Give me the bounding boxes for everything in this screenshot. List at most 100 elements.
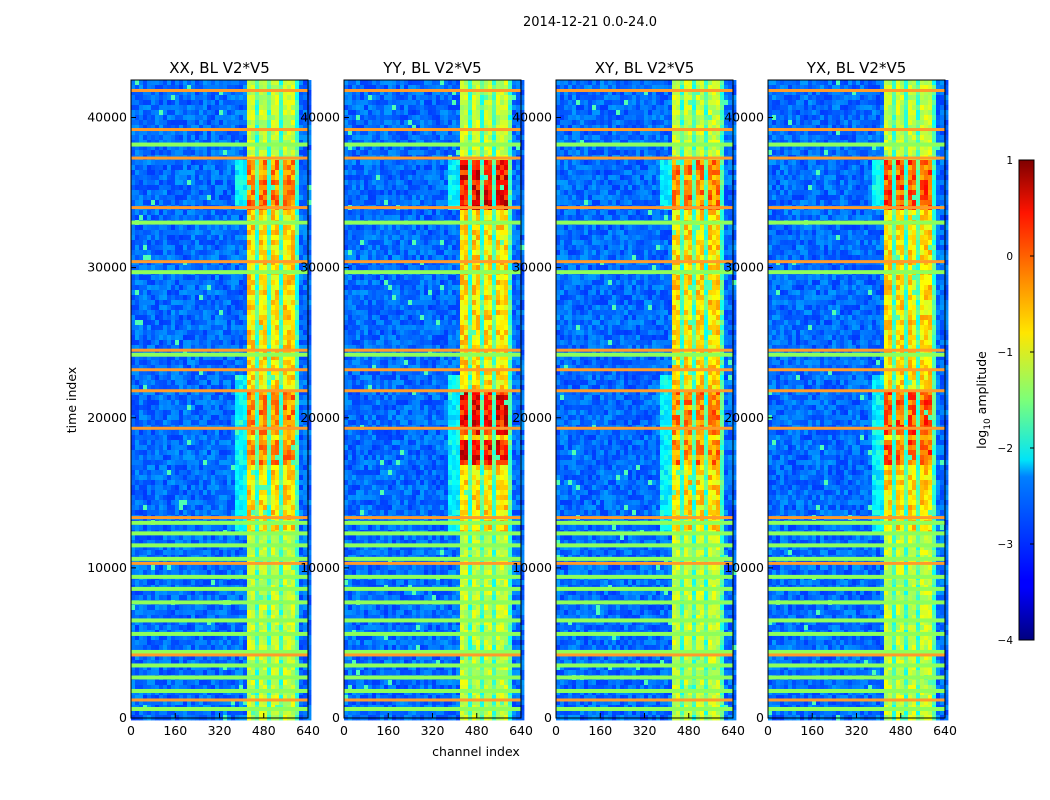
heatmap-cell [251, 195, 256, 201]
heatmap-cell [283, 330, 288, 336]
heatmap-cell [167, 95, 172, 101]
heatmap-cell [199, 115, 204, 121]
heatmap-cell [235, 315, 240, 321]
heatmap-cell [255, 610, 260, 616]
heatmap-cell [195, 535, 200, 541]
heatmap-cell [223, 335, 228, 341]
heatmap-cell [167, 80, 172, 86]
heatmap-cell [243, 420, 248, 426]
heatmap-cell [179, 230, 184, 236]
heatmap-cell [231, 225, 236, 231]
heatmap-cell [163, 415, 168, 421]
heatmap-cell [223, 165, 228, 171]
heatmap-cell [211, 400, 216, 406]
heatmap-cell [151, 200, 156, 206]
heatmap-cell [307, 90, 312, 96]
heatmap-cell [211, 80, 216, 86]
heatmap-cell [139, 95, 144, 101]
heatmap-cell [247, 440, 252, 446]
heatmap-cell [215, 290, 220, 296]
heatmap-cell [287, 195, 292, 201]
heatmap-cell [227, 340, 232, 346]
heatmap-cell [227, 495, 232, 501]
heatmap-cell [223, 495, 228, 501]
heatmap-cell [275, 250, 280, 256]
heatmap-cell [143, 85, 148, 91]
heatmap-cell [231, 315, 236, 321]
heatmap-cell [195, 610, 200, 616]
heatmap-cell [263, 230, 268, 236]
heatmap-cell [183, 115, 188, 121]
heatmap-cell [239, 295, 244, 301]
heatmap-cell [147, 265, 152, 271]
heatmap-cell [203, 445, 208, 451]
heatmap-cell [207, 340, 212, 346]
heatmap-cell [195, 85, 200, 91]
heatmap-cell [247, 115, 252, 121]
heatmap-cell [291, 330, 296, 336]
heatmap-cell [235, 310, 240, 316]
heatmap-cell [207, 250, 212, 256]
heatmap-cell [151, 605, 156, 611]
heatmap-cell [163, 235, 168, 241]
heatmap-cell [203, 165, 208, 171]
heatmap-cell [187, 95, 192, 101]
heatmap-cell [275, 230, 280, 236]
heatmap-cell [211, 335, 216, 341]
heatmap-cell [219, 535, 224, 541]
heatmap-cell [291, 150, 296, 156]
heatmap-cell [139, 210, 144, 216]
heatmap-cell [151, 80, 156, 86]
heatmap-cell [171, 120, 176, 126]
heatmap-cell [135, 510, 140, 516]
heatmap-cell [191, 445, 196, 451]
heatmap-cell [139, 115, 144, 121]
heatmap-cell [267, 550, 272, 556]
heatmap-cell [203, 380, 208, 386]
heatmap-cell [223, 160, 228, 166]
heatmap-cell [247, 250, 252, 256]
heatmap-cell [287, 535, 292, 541]
heatmap-cell [295, 175, 300, 181]
heatmap-cell [231, 400, 236, 406]
heatmap-cell [187, 175, 192, 181]
heatmap-cell [131, 85, 136, 91]
heatmap-cell [267, 150, 272, 156]
heatmap-cell [167, 570, 172, 576]
heatmap-cell [187, 250, 192, 256]
heatmap-cell [183, 275, 188, 281]
heatmap-cell [191, 200, 196, 206]
heatmap-cell [179, 625, 184, 631]
heatmap-cell [211, 245, 216, 251]
heatmap-cell [239, 405, 244, 411]
heatmap-cell [235, 490, 240, 496]
heatmap-cell [255, 115, 260, 121]
heatmap-cell [255, 185, 260, 191]
heatmap-cell [135, 135, 140, 141]
heatmap-cell [271, 275, 276, 281]
heatmap-cell [239, 170, 244, 176]
heatmap-cell [199, 95, 204, 101]
heatmap-cell [259, 110, 264, 116]
heatmap-cell [291, 280, 296, 286]
heatmap-cell [179, 245, 184, 251]
heatmap-cell [187, 375, 192, 381]
heatmap-cell [163, 485, 168, 491]
heatmap-cell [251, 165, 256, 171]
heatmap-cell [255, 210, 260, 216]
heatmap-cell [231, 340, 236, 346]
heatmap-cell [155, 225, 160, 231]
heatmap-cell [159, 250, 164, 256]
heatmap-cell [207, 210, 212, 216]
heatmap-cell [151, 115, 156, 121]
heatmap-cell [275, 415, 280, 421]
heatmap-cell [255, 460, 260, 466]
heatmap-cell [279, 595, 284, 601]
heatmap-cell [171, 565, 176, 571]
heatmap-cell [227, 185, 232, 191]
heatmap-cell [191, 295, 196, 301]
heatmap-cell [291, 440, 296, 446]
heatmap-cell [235, 235, 240, 241]
heatmap-cell [263, 565, 268, 571]
heatmap-cell [159, 340, 164, 346]
